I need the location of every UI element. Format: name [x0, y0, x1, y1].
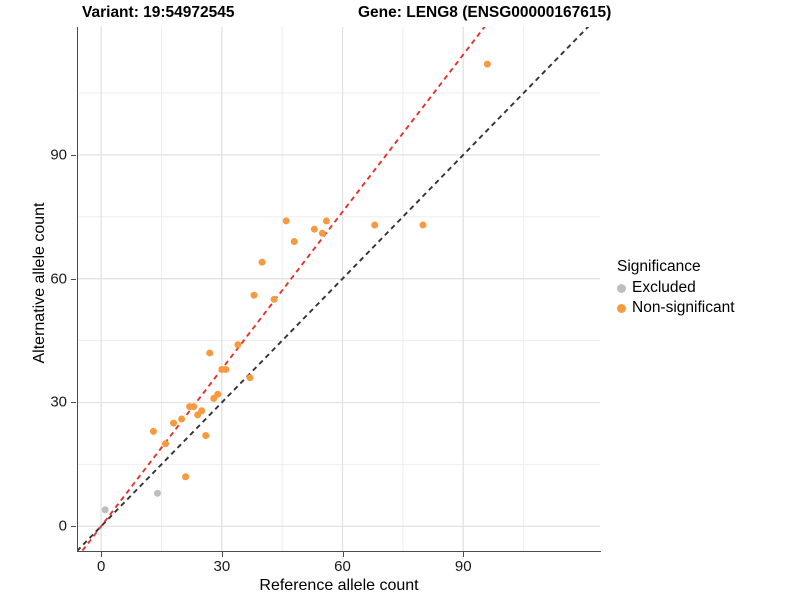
legend-item-label: Excluded: [632, 279, 696, 296]
gene-title: Gene: LENG8 (ENSG00000167615): [358, 4, 612, 21]
y-tick: [71, 278, 76, 280]
x-tick: [221, 552, 223, 557]
x-axis-title: Reference allele count: [259, 577, 419, 594]
x-tick: [342, 552, 344, 557]
legend-title: Significance: [617, 258, 701, 275]
reference-lines: [77, 27, 590, 551]
legend-swatch-icon: [617, 303, 626, 313]
y-tick: [71, 402, 76, 404]
y-axis-title: Alternative allele count: [31, 202, 48, 364]
legend-item-excluded: Excluded: [617, 278, 735, 298]
y-axis-tick-labels: 0 30 60 90: [0, 0, 67, 600]
major-gridlines: [77, 27, 600, 551]
y-tick-label: 60: [50, 270, 67, 288]
legend-swatch-icon: [617, 283, 626, 293]
y-tick-label: 0: [58, 517, 67, 535]
legend-item-label: Non-significant: [632, 299, 735, 316]
x-axis-line: [77, 551, 601, 552]
y-tick: [71, 526, 76, 528]
y-tick-label: 90: [50, 146, 67, 164]
scatter-plot-svg: [77, 27, 600, 551]
legend-item-non-significant: Non-significant: [617, 298, 735, 318]
legend: Significance Excluded Non-significant: [617, 258, 735, 318]
x-tick-label: 30: [213, 558, 231, 575]
x-tick: [101, 552, 103, 557]
data-points: [101, 60, 491, 514]
x-tick-label: 0: [96, 558, 106, 575]
legend-items: Excluded Non-significant: [617, 278, 735, 318]
minor-gridlines: [77, 27, 600, 551]
x-tick-label: 90: [454, 558, 472, 575]
x-tick-label: 60: [334, 558, 351, 575]
x-tick: [463, 552, 465, 557]
variant-title: Variant: 19:54972545: [82, 4, 235, 21]
y-tick: [71, 154, 76, 156]
plot-panel: [77, 27, 600, 551]
y-axis-line: [77, 27, 78, 552]
y-tick-label: 30: [50, 393, 67, 411]
